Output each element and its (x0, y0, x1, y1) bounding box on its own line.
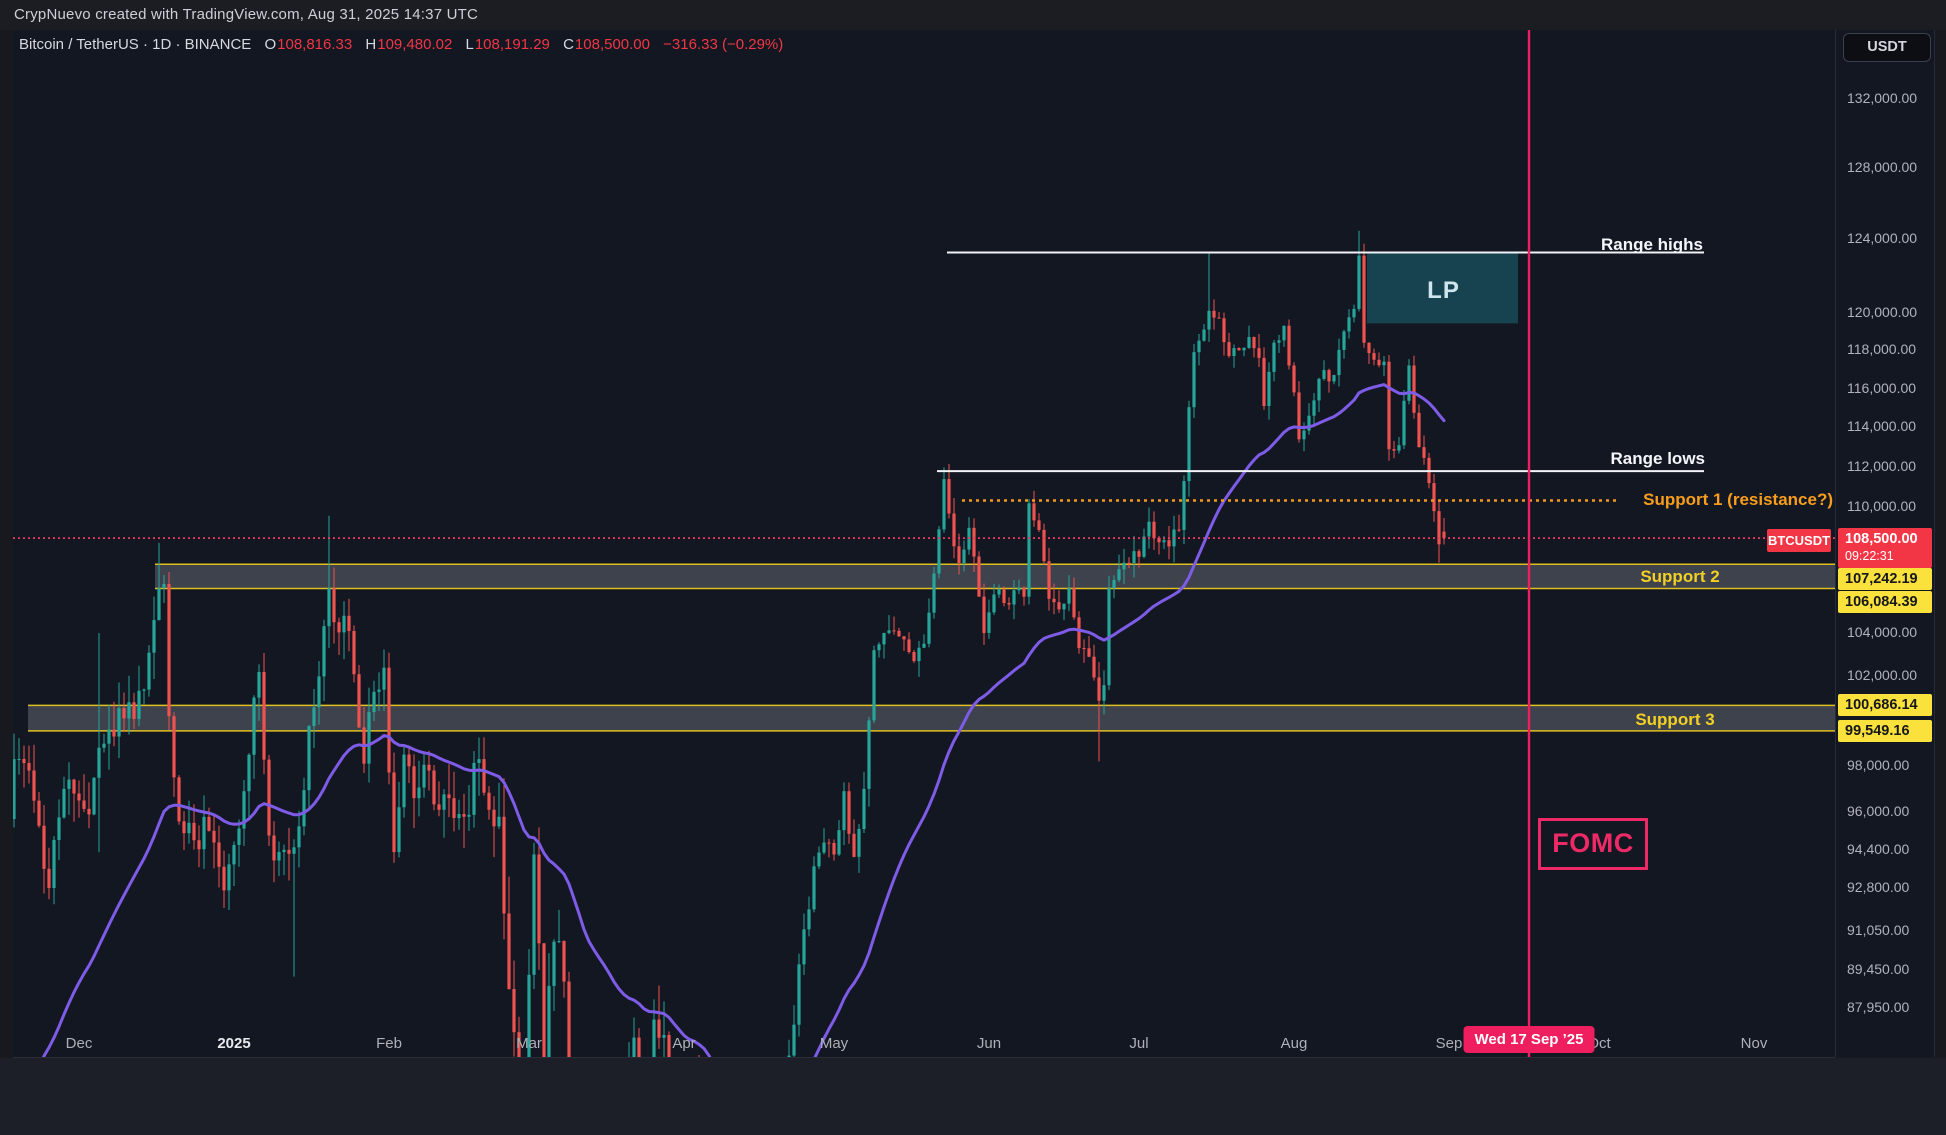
support3-top-price-label: 100,686.14 (1838, 694, 1932, 716)
time-axis-label-mar: Mar (516, 1035, 542, 1052)
time-axis-label-2025: 2025 (217, 1035, 251, 1052)
watermark-bar: CrypNuevo created with TradingView.com, … (0, 0, 1946, 30)
support2-bottom-price-label: 106,084.39 (1838, 591, 1932, 613)
open-value: 108,816.33 (277, 36, 353, 53)
low-label: L (465, 36, 474, 53)
price-tick-label: 91,050.00 (1847, 921, 1910, 938)
price-tick-label: 116,000.00 (1847, 379, 1917, 396)
price-tick-label: 128,000.00 (1847, 159, 1918, 176)
price-tick-label: 92,800.00 (1847, 878, 1910, 895)
price-tick-label: 110,000.00 (1847, 498, 1917, 515)
price-tick-label: 102,000.00 (1847, 667, 1918, 684)
price-tick-label: 120,000.00 (1847, 303, 1918, 320)
support1-label[interactable]: Support 1 (resistance?) (1643, 490, 1833, 509)
fomc-label: FOMC (1552, 828, 1634, 858)
footer-bar: TradingView (0, 1058, 1946, 1135)
support2-label[interactable]: Support 2 (1640, 567, 1720, 586)
time-axis-label-dec: Dec (65, 1035, 93, 1052)
price-tick-label: 104,000.00 (1847, 623, 1918, 640)
currency-toggle-button[interactable]: USDT (1843, 33, 1931, 62)
price-tick-label: 89,450.00 (1847, 961, 1910, 978)
price-tick-label: 112,000.00 (1847, 458, 1917, 475)
bar-countdown: 09:22:31 (1845, 549, 1894, 563)
price-tick-label: 118,000.00 (1847, 341, 1917, 358)
price-tick-label: 96,000.00 (1847, 803, 1910, 820)
lp-box-label[interactable]: LP (1427, 277, 1460, 304)
chart-plot-area[interactable] (12, 30, 1835, 1135)
price-scale[interactable]: 108,500.00 09:22:31 107,242.19 106,084.3… (1835, 30, 1935, 1057)
time-axis-label-aug: Aug (1280, 1035, 1308, 1052)
event-date-chip[interactable]: Wed 17 Sep ’25 (1463, 1026, 1595, 1053)
time-axis-label-jun: Jun (976, 1035, 1002, 1052)
support3-label[interactable]: Support 3 (1635, 710, 1715, 729)
close-label: C (563, 36, 574, 53)
symbol-price-tag: BTCUSDT (1767, 529, 1831, 552)
last-price-value: 108,500.00 (1845, 531, 1918, 547)
time-axis-label-feb: Feb (376, 1035, 402, 1052)
symbol-title[interactable]: Bitcoin / TetherUS · 1D · BINANCE (19, 36, 252, 53)
support2-top-price-label: 107,242.19 (1838, 568, 1932, 590)
fomc-annotation-box[interactable]: FOMC (1538, 818, 1648, 870)
candlestick-plot (12, 30, 1835, 1135)
watermark-text: CrypNuevo created with TradingView.com, … (14, 6, 479, 23)
price-tick-label: 94,400.00 (1847, 840, 1910, 857)
open-label: O (264, 36, 277, 53)
price-tick-label: 114,000.00 (1847, 418, 1917, 435)
range-lows-label[interactable]: Range lows (1610, 449, 1705, 468)
low-value: 108,191.29 (474, 36, 550, 53)
price-tick-label: 132,000.00 (1847, 90, 1918, 107)
high-label: H (365, 36, 377, 53)
time-axis-label-may: May (819, 1035, 849, 1052)
price-tick-label: 87,950.00 (1847, 999, 1910, 1016)
price-tick-label: 98,000.00 (1847, 756, 1910, 773)
range-highs-label[interactable]: Range highs (1600, 235, 1703, 254)
price-tick-label: 124,000.00 (1847, 230, 1918, 247)
time-axis-label-sep: Sep (1435, 1035, 1463, 1052)
close-value: 108,500.00 (574, 36, 650, 53)
change-value: −316.33 (−0.29%) (663, 36, 784, 53)
symbol-info-bar: Bitcoin / TetherUS · 1D · BINANCE O108,8… (19, 36, 792, 53)
time-axis-label-jul: Jul (1129, 1035, 1149, 1052)
time-axis-label-nov: Nov (1740, 1035, 1768, 1052)
support3-bottom-price-label: 99,549.16 (1838, 720, 1932, 742)
high-value: 109,480.02 (377, 36, 453, 53)
time-axis-label-apr: Apr (672, 1035, 696, 1052)
last-price-label: 108,500.00 09:22:31 (1838, 528, 1932, 568)
